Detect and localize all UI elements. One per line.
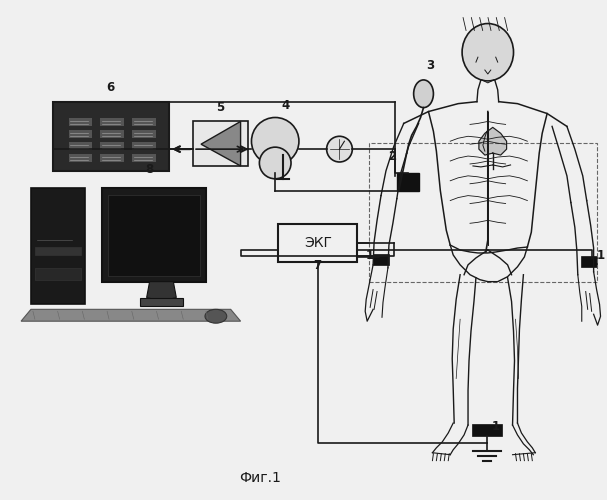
Bar [132,142,155,150]
Text: 1: 1 [366,249,374,262]
Text: Фиг.1: Фиг.1 [239,472,281,486]
Polygon shape [21,310,240,321]
Ellipse shape [205,310,227,323]
Ellipse shape [413,80,433,108]
Circle shape [259,147,291,179]
Polygon shape [201,122,240,166]
Bar [69,118,92,126]
Bar [140,298,183,306]
Bar [69,130,92,138]
Bar [100,118,124,126]
Text: 7: 7 [314,259,322,272]
Bar [193,122,248,166]
Bar [100,142,124,150]
Bar [53,102,169,171]
Bar [132,130,155,138]
Bar [472,424,501,436]
Text: 8: 8 [146,163,154,176]
Text: 1: 1 [597,249,605,262]
Bar [102,188,206,282]
Bar [132,154,155,162]
Ellipse shape [462,24,514,81]
Bar [373,254,389,266]
Bar [369,143,597,282]
Polygon shape [479,128,507,155]
Bar [69,154,92,162]
Bar [35,268,81,280]
Bar [132,118,155,126]
Text: 3: 3 [426,59,435,72]
Bar [278,224,358,262]
Circle shape [251,118,299,165]
Text: 5: 5 [215,100,224,114]
Bar [100,130,124,138]
Bar [100,154,124,162]
Bar [581,256,597,268]
Bar [69,142,92,150]
Text: 1: 1 [492,420,500,433]
Bar [35,247,81,255]
Bar [108,194,200,276]
Text: ЭКГ: ЭКГ [304,236,331,250]
Polygon shape [147,282,176,302]
Text: 4: 4 [281,98,289,112]
Text: 6: 6 [106,81,114,94]
Bar [31,188,86,304]
Text: 2: 2 [388,150,396,163]
Bar [397,173,419,190]
Circle shape [327,136,352,162]
